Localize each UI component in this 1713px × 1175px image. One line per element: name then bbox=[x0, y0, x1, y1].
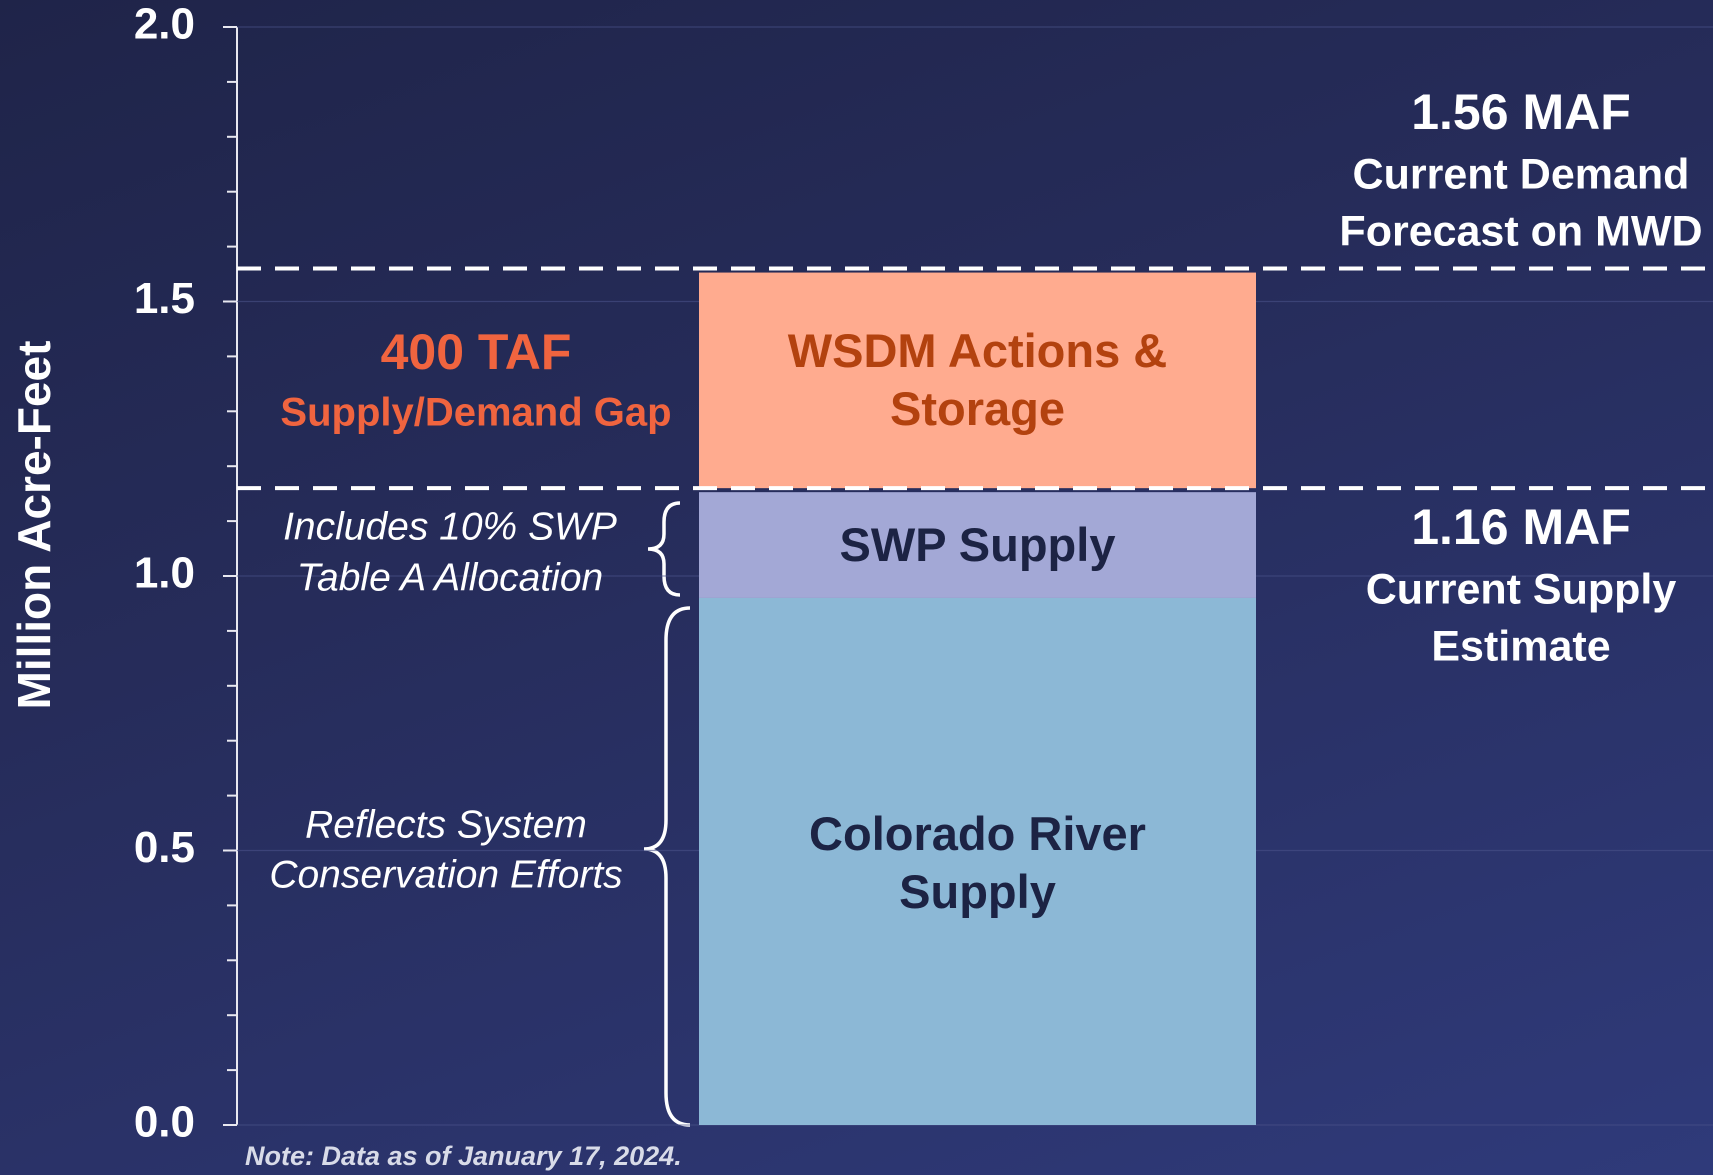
note: Note: Data as of January 17, 2024. bbox=[245, 1141, 682, 1171]
brace bbox=[643, 606, 691, 1127]
reference-text: Forecast on MWD bbox=[1339, 207, 1702, 255]
y-tick-label: 0.5 bbox=[134, 823, 195, 872]
gap-text: Supply/Demand Gap bbox=[280, 391, 671, 435]
y-tick-label: 2.0 bbox=[134, 0, 195, 49]
reference-value: 1.16 MAF bbox=[1411, 499, 1631, 555]
bar-segment bbox=[699, 597, 1256, 1125]
bar-segment bbox=[699, 492, 1256, 598]
y-axis-label: Million Acre-Feet bbox=[8, 341, 60, 710]
y-tick-label: 1.0 bbox=[134, 549, 195, 598]
segment-label: SWP Supply bbox=[839, 518, 1116, 572]
segment-label: WSDM Actions & Storage bbox=[787, 324, 1168, 436]
segment-label: Colorado River Supply bbox=[809, 807, 1146, 919]
brace-note: Includes 10% SWP bbox=[283, 505, 617, 548]
brace-note: Table A Allocation bbox=[297, 556, 603, 599]
y-tick-label: 1.5 bbox=[134, 274, 195, 323]
gap-value: 400 TAF bbox=[381, 324, 572, 380]
y-tick-label: 0.0 bbox=[134, 1098, 195, 1147]
reference-value: 1.56 MAF bbox=[1411, 84, 1631, 140]
bar-segment bbox=[699, 272, 1256, 489]
reference-text: Current Demand bbox=[1353, 150, 1690, 198]
brace-note: Reflects System bbox=[305, 803, 587, 846]
reference-text: Current Supply bbox=[1366, 565, 1677, 613]
brace-note: Conservation Efforts bbox=[269, 853, 622, 896]
reference-text: Estimate bbox=[1431, 622, 1610, 670]
brace bbox=[647, 501, 681, 597]
